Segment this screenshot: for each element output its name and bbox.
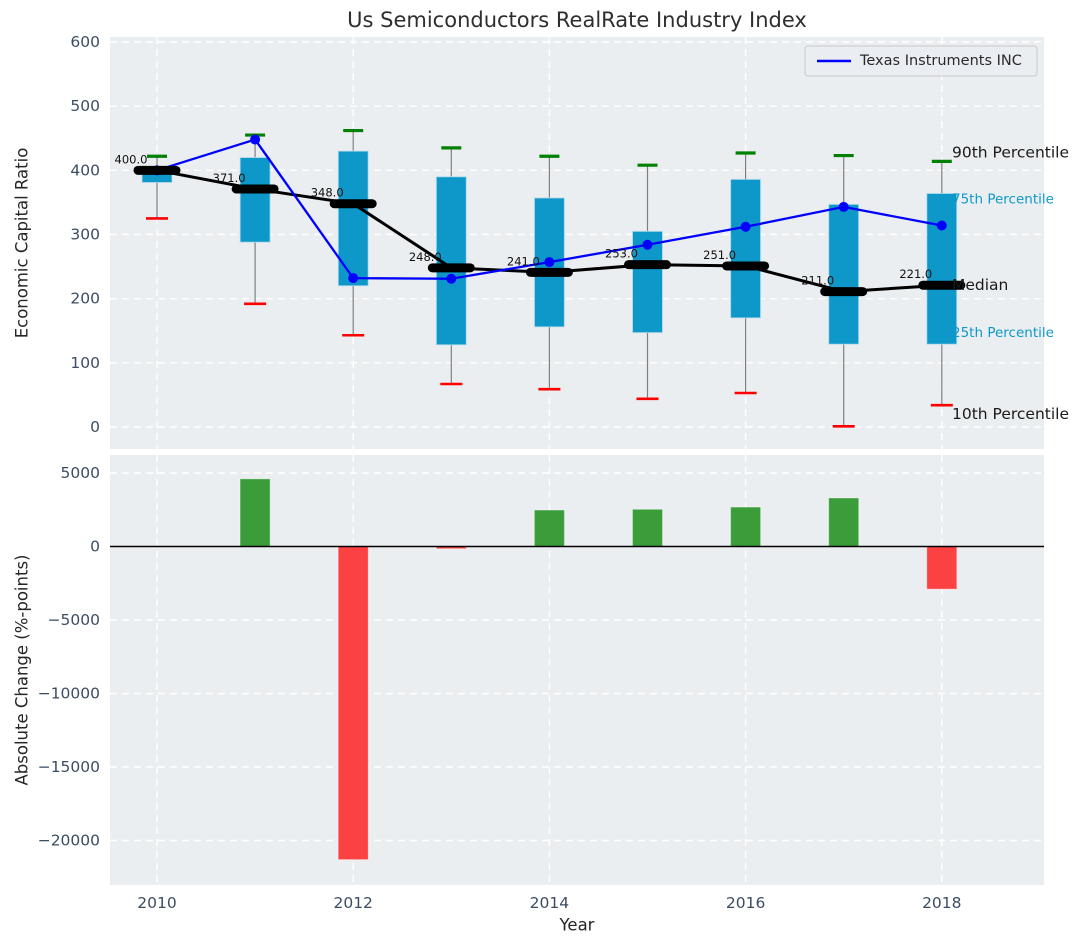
ti-point-2013 <box>446 273 457 284</box>
median-label-2011: 371.0 <box>213 171 246 185</box>
legend: Texas Instruments INC <box>804 45 1038 77</box>
ytick-bottom--20000: −20000 <box>38 832 100 850</box>
median-label-2015: 253.0 <box>605 247 638 261</box>
ti-point-2016 <box>740 221 751 232</box>
p10-label: 10th Percentile <box>952 405 1069 423</box>
chart-title: Us Semiconductors RealRate Industry Inde… <box>347 8 807 32</box>
xtick-2016: 2016 <box>726 894 765 912</box>
p75-label: 75th Percentile <box>952 191 1054 207</box>
top-axes-background <box>110 37 1044 449</box>
iqr-box-2016 <box>730 178 762 319</box>
iqr-box-2011 <box>239 157 271 243</box>
median-label-2017: 211.0 <box>801 274 834 288</box>
ytick-top-300: 300 <box>70 226 100 244</box>
ti-point-2011 <box>250 134 261 145</box>
legend-label: Texas Instruments INC <box>859 53 1022 69</box>
xtick-2018: 2018 <box>922 894 961 912</box>
median-annotations: 400.0 371.0 348.0 248.0 241.0 253.0 251.0 211.0… <box>115 152 933 287</box>
median-label-2014: 241.0 <box>507 254 540 268</box>
median-label-2018: 221.0 <box>899 267 932 281</box>
xlabel: Year <box>559 916 595 935</box>
ti-point-2018 <box>936 220 947 231</box>
ytick-top-600: 600 <box>70 33 100 51</box>
ti-point-2014 <box>544 257 555 268</box>
iqr-box-2017 <box>828 203 860 345</box>
change-bar-2014 <box>533 509 565 548</box>
legend-box <box>804 45 1038 77</box>
ytick-bottom-0: 0 <box>90 538 100 556</box>
ytick-top-0: 0 <box>90 418 100 436</box>
change-bar-2011 <box>239 478 271 548</box>
percentile-labels: 90th Percentile 75th Percentile Median 25th… <box>952 143 1069 423</box>
ytick-bottom--5000: −5000 <box>48 611 100 629</box>
p90-label: 90th Percentile <box>952 143 1069 161</box>
iqr-box-2015 <box>632 230 663 334</box>
xtick-2014: 2014 <box>530 894 569 912</box>
median-label-2016: 251.0 <box>703 248 736 262</box>
ti-point-2017 <box>838 201 849 212</box>
xtick-2012: 2012 <box>333 894 372 912</box>
ytick-bottom-5000: 5000 <box>61 464 100 482</box>
bottom-ylabel: Absolute Change (%-points) <box>13 555 32 786</box>
ytick-bottom--10000: −10000 <box>38 685 100 703</box>
change-bar-2018 <box>926 546 958 590</box>
median-label-2010: 400.0 <box>115 152 148 166</box>
iqr-box-2018 <box>926 192 958 345</box>
ti-point-2015 <box>642 239 653 250</box>
change-bar-2016 <box>730 506 762 548</box>
median-label-2012: 348.0 <box>311 186 344 200</box>
ytick-bottom--15000: −15000 <box>38 758 100 776</box>
tick-labels: 0 100 200 300 400 500 600 5000 0 −5000 −10000 −1500… <box>38 33 962 912</box>
top-ylabel: Economic Capital Ratio <box>13 148 32 339</box>
median-label-2013: 248.0 <box>409 250 442 264</box>
change-bar-2015 <box>632 508 663 547</box>
change-bar-2017 <box>828 497 860 547</box>
median-right-label: Median <box>952 276 1008 294</box>
ytick-top-200: 200 <box>70 290 100 308</box>
ti-point-2012 <box>348 273 359 284</box>
p25-label: 25th Percentile <box>952 325 1054 341</box>
iqr-box-2012 <box>337 150 369 287</box>
xtick-2010: 2010 <box>137 894 176 912</box>
ytick-top-400: 400 <box>70 161 100 179</box>
change-bar-2012 <box>337 546 369 861</box>
ytick-top-500: 500 <box>70 97 100 115</box>
ytick-top-100: 100 <box>70 354 100 372</box>
